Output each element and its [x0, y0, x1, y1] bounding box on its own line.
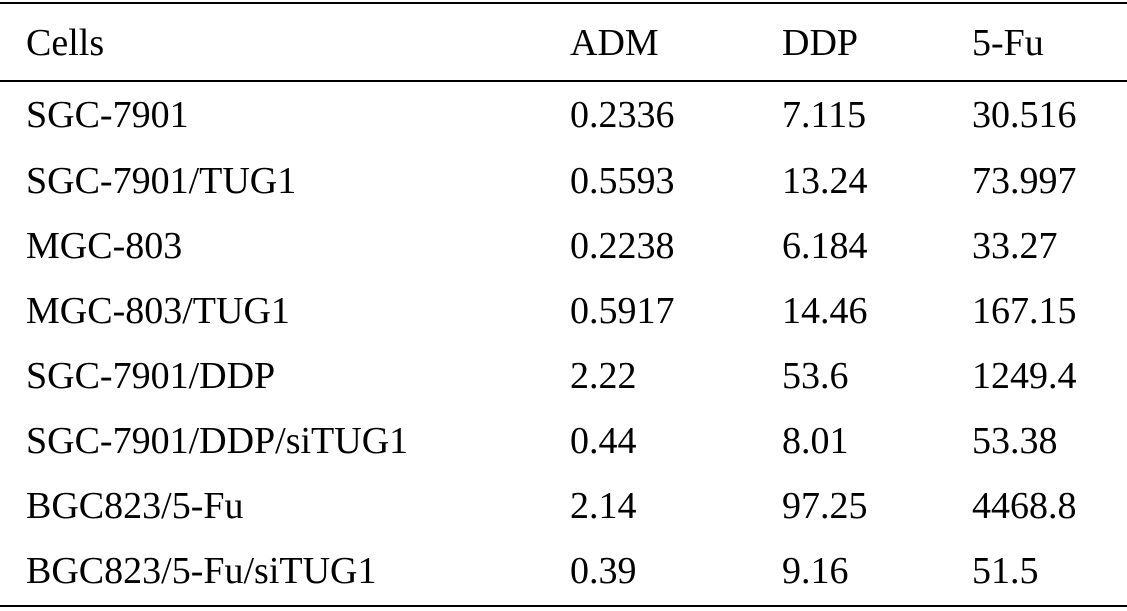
- table-row: SGC-7901/TUG1 0.5593 13.24 73.997: [0, 148, 1127, 213]
- cell-adm: 0.44: [570, 419, 637, 462]
- cell-5fu: 33.27: [972, 224, 1058, 267]
- header-cells: Cells: [26, 21, 105, 64]
- header-adm: ADM: [570, 21, 659, 64]
- header-5fu: 5-Fu: [972, 21, 1044, 64]
- cell-adm: 0.5917: [570, 289, 675, 332]
- table-row: SGC-7901/DDP/siTUG1 0.44 8.01 53.38: [0, 408, 1127, 473]
- cell-name: SGC-7901/DDP: [26, 354, 276, 397]
- header-ddp: DDP: [782, 21, 859, 64]
- cell-adm: 0.39: [570, 549, 637, 592]
- cell-adm: 0.2238: [570, 224, 675, 267]
- table-row: BGC823/5-Fu/siTUG1 0.39 9.16 51.5: [0, 538, 1127, 603]
- cell-5fu: 53.38: [972, 419, 1058, 462]
- cell-adm: 2.22: [570, 354, 637, 397]
- cell-name: SGC-7901: [26, 93, 189, 136]
- cell-5fu: 1249.4: [972, 354, 1077, 397]
- top-rule: [0, 2, 1127, 4]
- cell-5fu: 167.15: [972, 289, 1077, 332]
- ic50-table: Cells ADM DDP 5-Fu SGC-7901 0.2336 7.115…: [0, 4, 1127, 603]
- cell-name: BGC823/5-Fu/siTUG1: [26, 549, 377, 592]
- header-row: Cells ADM DDP 5-Fu: [0, 4, 1127, 81]
- cell-name: BGC823/5-Fu: [26, 484, 244, 527]
- cell-ddp: 14.46: [782, 289, 868, 332]
- cell-name: SGC-7901/DDP/siTUG1: [26, 419, 409, 462]
- cell-ddp: 13.24: [782, 159, 868, 202]
- cell-5fu: 73.997: [972, 159, 1077, 202]
- cell-ddp: 9.16: [782, 549, 849, 592]
- cell-name: MGC-803/TUG1: [26, 289, 290, 332]
- cell-ddp: 53.6: [782, 354, 849, 397]
- cell-5fu: 4468.8: [972, 484, 1077, 527]
- cell-adm: 0.5593: [570, 159, 675, 202]
- cell-adm: 0.2336: [570, 93, 675, 136]
- cell-name: MGC-803: [26, 224, 183, 267]
- cell-5fu: 51.5: [972, 549, 1039, 592]
- cell-name: SGC-7901/TUG1: [26, 159, 297, 202]
- table-row: SGC-7901/DDP 2.22 53.6 1249.4: [0, 343, 1127, 408]
- cell-adm: 2.14: [570, 484, 637, 527]
- table-row: MGC-803/TUG1 0.5917 14.46 167.15: [0, 278, 1127, 343]
- cell-5fu: 30.516: [972, 93, 1077, 136]
- table-row: MGC-803 0.2238 6.184 33.27: [0, 213, 1127, 278]
- header-rule: [0, 80, 1127, 82]
- table-row: BGC823/5-Fu 2.14 97.25 4468.8: [0, 473, 1127, 538]
- cell-ddp: 8.01: [782, 419, 849, 462]
- cell-ddp: 6.184: [782, 224, 868, 267]
- bottom-rule: [0, 605, 1127, 607]
- cell-ddp: 97.25: [782, 484, 868, 527]
- cell-ddp: 7.115: [782, 93, 867, 136]
- table-row: SGC-7901 0.2336 7.115 30.516: [0, 81, 1127, 148]
